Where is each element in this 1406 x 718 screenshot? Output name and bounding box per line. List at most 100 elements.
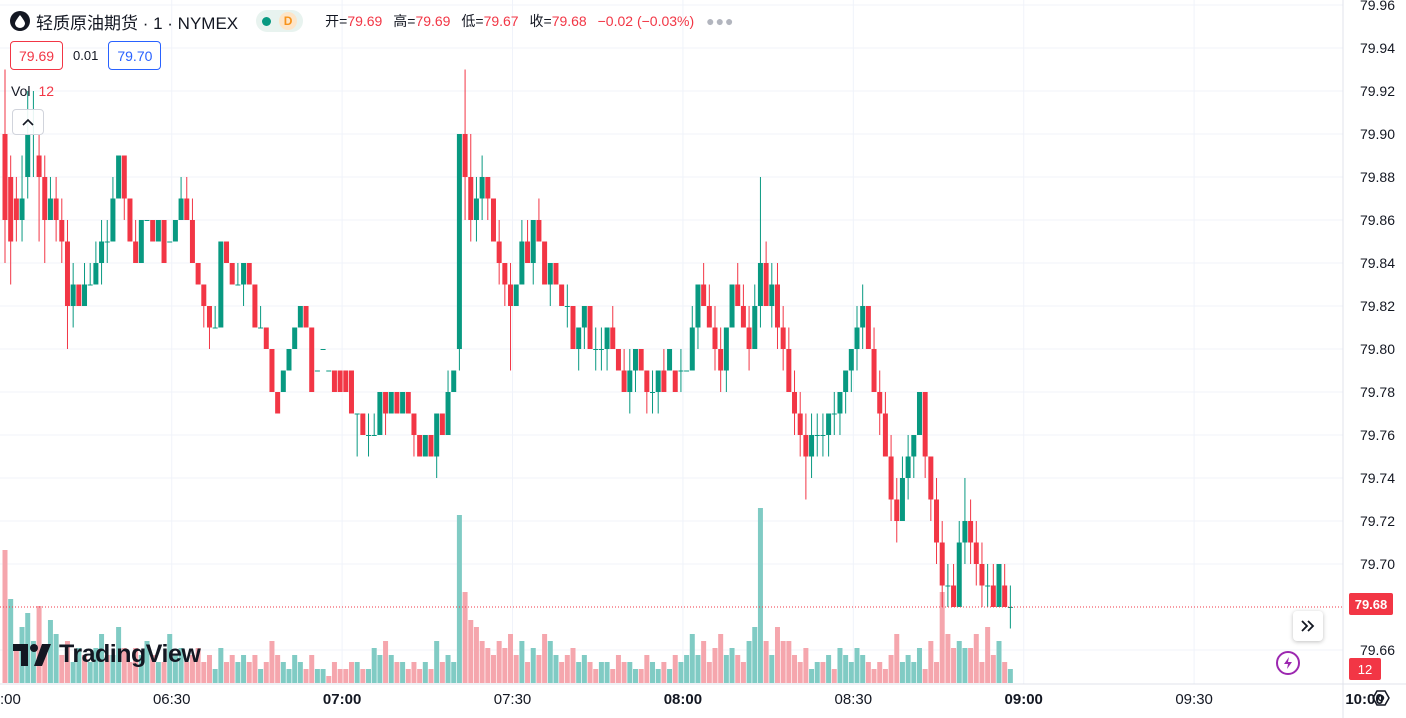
candle-body (650, 392, 656, 393)
open-label: 开= (325, 13, 348, 29)
candle-body (337, 370, 343, 392)
candle-body (701, 284, 707, 306)
candle-body (826, 413, 832, 435)
price-tick-label: 79.90 (1360, 126, 1395, 142)
volume-bar (820, 662, 826, 683)
candle-body (360, 413, 366, 435)
candle-body (945, 585, 951, 587)
time-tick-label: 06:30 (153, 691, 191, 708)
volume-bar (547, 641, 553, 683)
last-price-tag: 79.68 (1349, 593, 1393, 615)
delayed-badge: D (279, 12, 298, 30)
volume-bar (411, 662, 417, 683)
candle-body (82, 284, 88, 306)
candle-body (422, 435, 428, 457)
candle-body (383, 392, 389, 414)
volume-bar (388, 655, 394, 683)
tradingview-wordmark: TradingView (59, 640, 201, 668)
volume-bar (615, 655, 621, 683)
volume-bar (905, 655, 911, 683)
candle-body (121, 155, 127, 199)
candle-body (928, 456, 934, 500)
volume-bar (417, 669, 423, 683)
candle-body (309, 327, 315, 392)
price-tick-label: 79.82 (1360, 298, 1395, 314)
candle-body (1007, 607, 1013, 608)
volume-bar (746, 641, 752, 683)
candle-body (899, 478, 905, 521)
candle-body (133, 241, 139, 263)
time-tick-label: 07:00 (323, 691, 361, 708)
volume-bar (116, 627, 122, 683)
volume-bar (218, 648, 224, 683)
volume-bar (195, 648, 201, 683)
candle-body (723, 327, 729, 371)
candle-body (985, 585, 991, 587)
volume-bar (553, 655, 559, 683)
candle-body (956, 542, 962, 607)
volume-bar (888, 655, 894, 683)
candle-body (513, 284, 519, 306)
tradingview-logo[interactable]: TradingView (13, 640, 201, 669)
candle-body (93, 263, 99, 285)
symbol-title[interactable]: 轻质原油期货 · 1 · NYMEX (36, 13, 239, 33)
volume-bar (337, 669, 343, 683)
volume-bar (860, 655, 866, 683)
candle-body (297, 306, 303, 328)
volume-bar (144, 641, 150, 683)
time-axis-ticks: :00 06:30 07:00 07:30 08:00 08:30 09:00 09:30 10… (0, 691, 1384, 708)
candle-body (792, 392, 798, 414)
lightning-icon[interactable] (1276, 651, 1300, 675)
volume-label: Vol (11, 83, 31, 99)
candle-body (632, 349, 638, 371)
candle-body (189, 220, 195, 263)
candle-body (712, 327, 718, 349)
candle-body (587, 306, 593, 349)
close-value: 79.68 (551, 13, 587, 29)
candle-body (763, 263, 769, 306)
volume-bar (70, 662, 76, 683)
candle-body (502, 263, 508, 285)
scroll-to-realtime-button[interactable] (1293, 611, 1323, 641)
bid-price-box[interactable]: 79.69 (10, 41, 64, 70)
candle-body (848, 349, 854, 371)
more-dots-icon[interactable]: ●●● (706, 13, 735, 29)
settings-gear-icon[interactable] (1370, 687, 1392, 709)
volume-bar (644, 655, 650, 683)
volume-bar (792, 655, 798, 683)
market-status-pill[interactable]: D (256, 10, 304, 32)
candle-body (843, 370, 849, 392)
candle-body (610, 327, 616, 349)
tradingview-mark-icon (13, 643, 51, 666)
candle-body (757, 263, 763, 306)
volume-bar (297, 662, 303, 683)
candle-body (996, 564, 1002, 607)
last-volume-tag: 12 (1349, 658, 1381, 680)
candle-body (490, 198, 496, 242)
candle-body (343, 370, 349, 392)
low-value: 79.67 (483, 13, 519, 29)
volume-bar (490, 655, 496, 683)
volume-bar (47, 620, 53, 683)
bid-ask-row: 79.69 0.01 79.70 (10, 41, 162, 70)
candle-body (860, 306, 866, 328)
volume-bar (150, 655, 156, 683)
candle-body (468, 177, 474, 220)
ask-price-box[interactable]: 79.70 (108, 41, 162, 70)
candle-body (667, 349, 673, 371)
collapse-legend-button[interactable] (12, 109, 44, 135)
candle-body (678, 370, 684, 372)
volume-bar (973, 634, 979, 683)
candle-body (150, 220, 156, 242)
candle-body (292, 327, 298, 349)
double-chevron-right-icon (1301, 620, 1315, 632)
volume-bar (468, 620, 474, 683)
volume-bar (678, 662, 684, 683)
volume-bar (263, 662, 269, 683)
time-tick-label: 09:30 (1175, 691, 1213, 708)
volume-bar (64, 641, 70, 683)
volume-bar (939, 592, 945, 683)
volume-bar (161, 662, 167, 683)
volume-bar (877, 662, 883, 683)
